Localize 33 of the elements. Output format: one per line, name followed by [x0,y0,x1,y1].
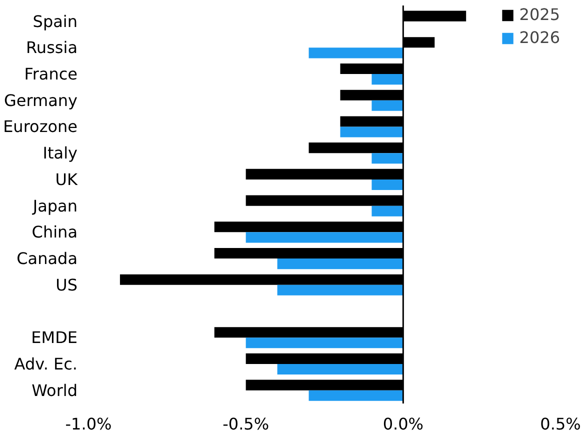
legend-label: 2026 [519,28,560,47]
y-tick-label: Canada [16,249,78,268]
y-tick-label: UK [55,170,78,189]
bar [372,179,404,190]
bar [308,390,404,401]
y-tick-label: Russia [26,38,78,58]
y-tick-label: US [56,275,78,294]
x-tick-label: 0.0% [382,414,424,434]
bar [246,338,404,348]
bar [277,258,404,270]
bar [277,364,404,375]
x-tick-label: -1.0% [65,414,112,434]
y-tick-label: Spain [32,12,78,31]
bar [308,48,404,58]
bar [372,153,404,164]
y-tick-label: Germany [4,90,78,110]
bar [372,74,404,85]
y-tick-label: Adv. Ec. [14,354,78,374]
bar [372,100,404,111]
y-tick-label: World [32,380,78,400]
y-tick-label: Italy [42,144,78,163]
x-tick-label: -0.5% [222,414,270,434]
y-tick-label: Japan [32,196,78,216]
x-tick-label: 0.5% [540,414,581,434]
legend-label: 2025 [519,5,560,24]
bar [372,206,404,216]
bar [340,126,404,138]
y-tick-label: EMDE [31,328,78,348]
bar [246,232,404,243]
bar [277,284,404,296]
y-tick-label: France [24,64,78,84]
y-tick-label: Eurozone [3,117,78,136]
y-tick-label: China [32,222,78,242]
